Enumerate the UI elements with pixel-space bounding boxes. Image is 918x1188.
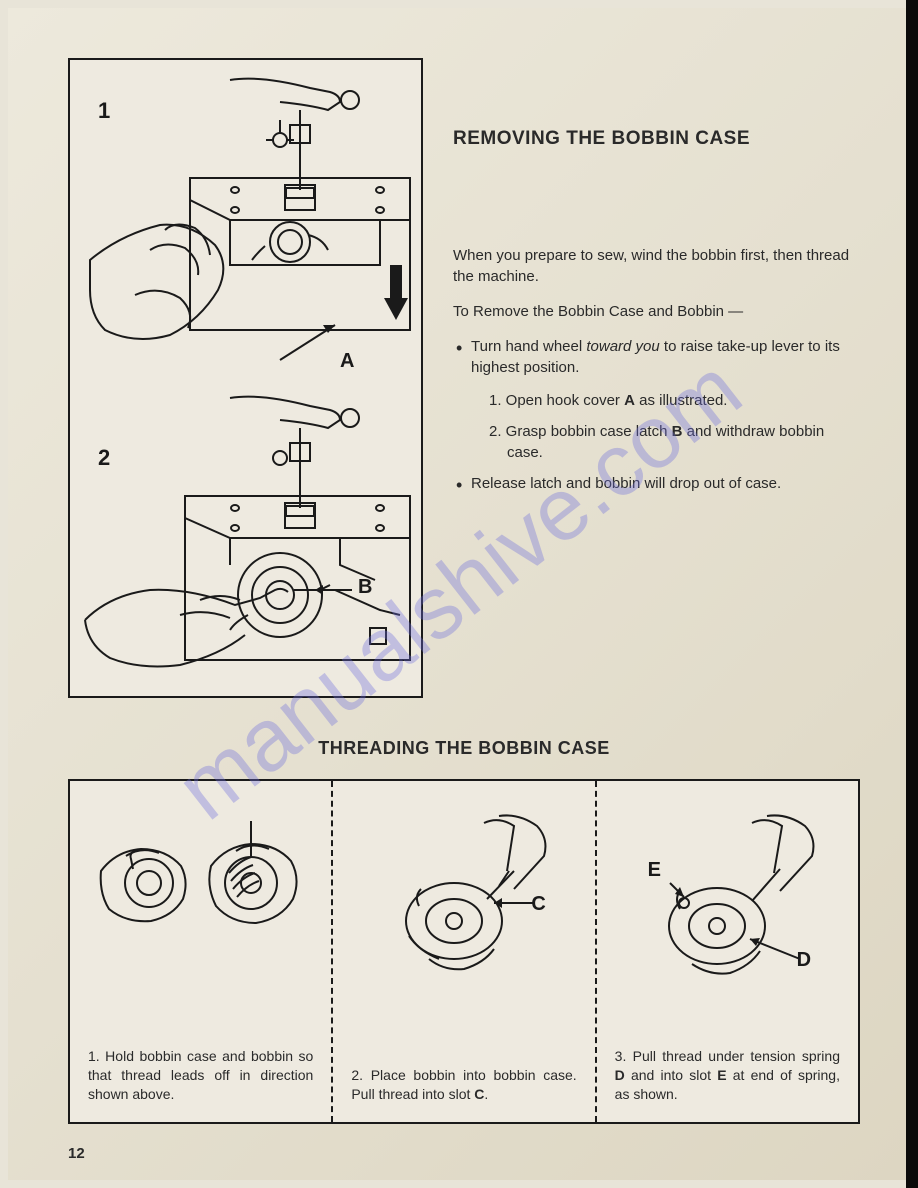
threading-text-3: 3. Pull thread under ten­sion spring D a…	[615, 1047, 840, 1104]
step-1: 1. Open hook cover A as illustrated.	[471, 390, 860, 411]
threading-illustration-1	[91, 811, 311, 971]
bullet-1: Turn hand wheel toward you to raise take…	[453, 336, 860, 378]
threading-diagram-box: 1. Hold bobbin case and bobbin so that t…	[68, 779, 860, 1124]
threading-panel-3: E D 3. Pull thread under ten­sion spring…	[595, 781, 858, 1122]
scan-edge	[906, 0, 918, 1188]
threading-panel-1: 1. Hold bobbin case and bobbin so that t…	[70, 781, 331, 1122]
threading-text-2: 2. Place bobbin into bobbin case. Pull t…	[351, 1066, 576, 1104]
diagram-panel-2: 2	[80, 390, 411, 680]
label-a: A	[340, 350, 354, 373]
bullet-2: Release latch and bobbin will drop out o…	[453, 473, 860, 494]
sewing-machine-illustration-2	[80, 390, 415, 680]
step-2: 2. Grasp bobbin case latch B and withdra…	[471, 421, 860, 463]
subheading: To Remove the Bobbin Case and Bobbin —	[453, 301, 860, 322]
diagram-panel-1: 1	[80, 70, 411, 380]
removing-diagram-box: 1	[68, 58, 423, 698]
top-section: 1	[68, 58, 860, 698]
section2-title: THREADING THE BOBBIN CASE	[68, 738, 860, 759]
text-column: REMOVING THE BOBBIN CASE When you prepar…	[453, 58, 860, 698]
page-number: 12	[68, 1145, 85, 1162]
section1-title: REMOVING THE BOBBIN CASE	[453, 128, 860, 150]
sewing-machine-illustration-1	[80, 70, 415, 380]
manual-page: 1	[8, 8, 910, 1180]
threading-panel-2: C 2. Place bobbin into bobbin case. Pull…	[331, 781, 594, 1122]
label-b: B	[358, 576, 372, 599]
intro-text: When you prepare to sew, wind the bobbin…	[453, 245, 860, 287]
label-d: D	[797, 949, 811, 972]
label-e: E	[648, 859, 661, 882]
label-c: C	[531, 893, 545, 916]
threading-text-1: 1. Hold bobbin case and bobbin so that t…	[88, 1047, 313, 1104]
